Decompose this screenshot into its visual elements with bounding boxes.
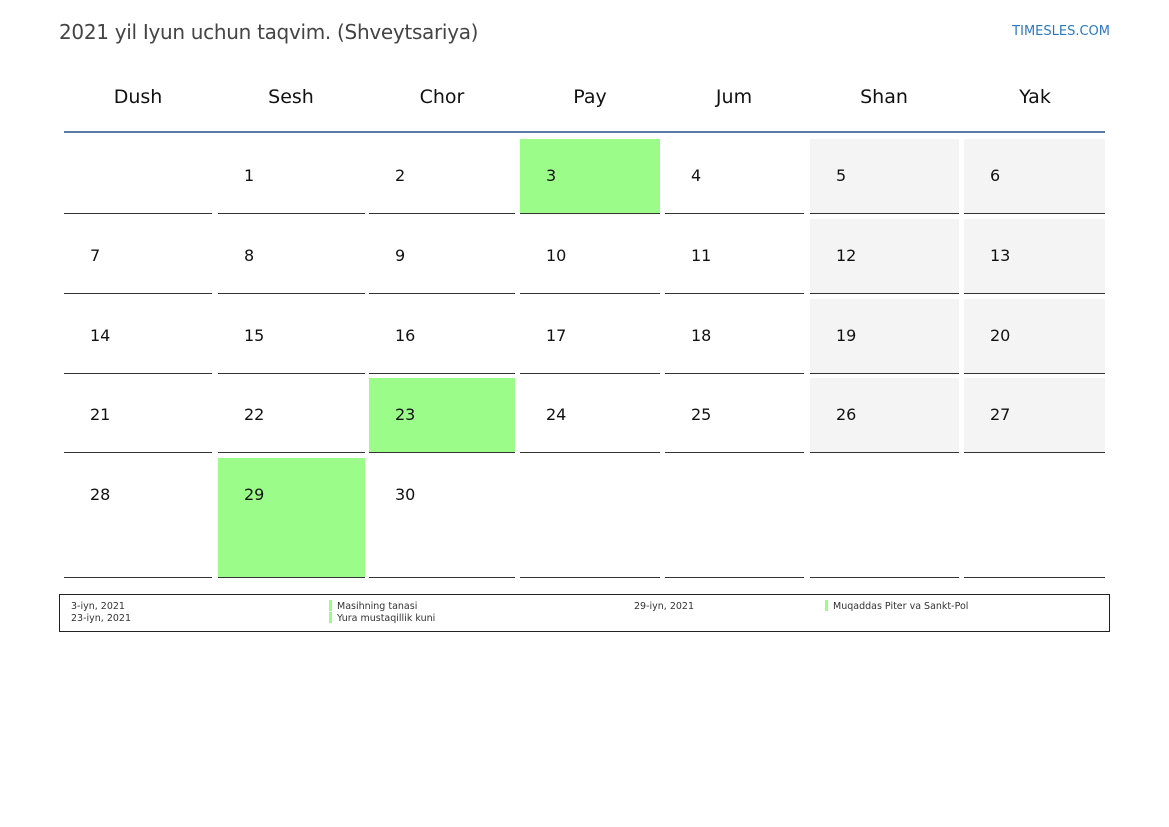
day-number: 10 xyxy=(546,246,567,265)
holiday-legend: 3-iyn, 2021 Masihning tanasi 23-iyn, 202… xyxy=(59,594,1110,632)
day-cell: 2 xyxy=(369,139,515,214)
weekday-header: Pay xyxy=(573,86,607,108)
legend-date: 23-iyn, 2021 xyxy=(71,613,132,624)
holiday-color-marker xyxy=(329,600,332,611)
day-number: 22 xyxy=(244,405,265,424)
day-cell: 13 xyxy=(964,219,1105,294)
legend-holiday: Muqaddas Piter va Sankt-Pol xyxy=(825,600,968,612)
brand-link[interactable]: TIMESLES.COM xyxy=(1012,24,1110,39)
weekday-header: Shan xyxy=(860,86,908,108)
day-number: 7 xyxy=(90,246,101,265)
day-cell: 15 xyxy=(218,299,365,374)
day-number: 20 xyxy=(990,326,1011,345)
legend-holiday-name: Muqaddas Piter va Sankt-Pol xyxy=(833,601,969,612)
day-cell: 9 xyxy=(369,219,515,294)
legend-holiday: Yura mustaqillik kuni xyxy=(329,612,435,624)
day-number: 16 xyxy=(395,326,416,345)
header-divider xyxy=(64,131,1105,133)
day-number: 29 xyxy=(244,485,265,504)
day-cell: 25 xyxy=(665,378,804,453)
day-number: 19 xyxy=(836,326,857,345)
day-number: 8 xyxy=(244,246,255,265)
day-cell: 29 xyxy=(218,458,365,578)
day-number: 27 xyxy=(990,405,1011,424)
day-cell: 7 xyxy=(64,219,212,294)
day-number: 9 xyxy=(395,246,406,265)
day-number: 3 xyxy=(546,166,557,185)
day-cell: 12 xyxy=(810,219,959,294)
day-number: 2 xyxy=(395,166,406,185)
weekday-header: Jum xyxy=(715,86,753,108)
day-number: 14 xyxy=(90,326,111,345)
day-cell: 21 xyxy=(64,378,212,453)
day-cell: 18 xyxy=(665,299,804,374)
empty-day-cell xyxy=(64,139,212,214)
empty-day-cell xyxy=(964,458,1105,578)
day-cell: 10 xyxy=(520,219,660,294)
day-cell: 5 xyxy=(810,139,959,214)
day-cell: 11 xyxy=(665,219,804,294)
day-cell: 22 xyxy=(218,378,365,453)
weekday-header: Dush xyxy=(113,86,163,108)
legend-holiday-name: Yura mustaqillik kuni xyxy=(337,613,436,624)
empty-day-cell xyxy=(665,458,804,578)
day-number: 4 xyxy=(691,166,702,185)
weekday-header: Sesh xyxy=(268,86,314,108)
legend-holiday: Masihning tanasi xyxy=(329,600,417,612)
day-cell: 17 xyxy=(520,299,660,374)
weekday-header: Chor xyxy=(419,86,465,108)
day-number: 24 xyxy=(546,405,567,424)
day-cell: 27 xyxy=(964,378,1105,453)
empty-day-cell xyxy=(520,458,660,578)
day-number: 18 xyxy=(691,326,712,345)
weekday-header: Yak xyxy=(1019,86,1051,108)
day-number: 28 xyxy=(90,485,111,504)
empty-day-cell xyxy=(810,458,959,578)
day-cell: 4 xyxy=(665,139,804,214)
day-number: 5 xyxy=(836,166,847,185)
day-cell: 24 xyxy=(520,378,660,453)
legend-date: 3-iyn, 2021 xyxy=(71,601,125,612)
day-number: 6 xyxy=(990,166,1001,185)
day-number: 23 xyxy=(395,405,416,424)
holiday-color-marker xyxy=(329,612,332,623)
day-number: 25 xyxy=(691,405,712,424)
day-number: 15 xyxy=(244,326,265,345)
day-number: 30 xyxy=(395,485,416,504)
day-cell: 19 xyxy=(810,299,959,374)
day-number: 26 xyxy=(836,405,857,424)
day-cell: 3 xyxy=(520,139,660,214)
day-cell: 26 xyxy=(810,378,959,453)
page-title: 2021 yil Iyun uchun taqvim. (Shveytsariy… xyxy=(59,20,479,44)
day-number: 21 xyxy=(90,405,111,424)
day-cell: 30 xyxy=(369,458,515,578)
day-number: 11 xyxy=(691,246,712,265)
day-number: 12 xyxy=(836,246,857,265)
legend-date: 29-iyn, 2021 xyxy=(634,601,695,612)
day-cell: 23 xyxy=(369,378,515,453)
day-cell: 14 xyxy=(64,299,212,374)
day-number: 1 xyxy=(244,166,255,185)
day-number: 17 xyxy=(546,326,567,345)
day-number: 13 xyxy=(990,246,1011,265)
day-cell: 8 xyxy=(218,219,365,294)
legend-holiday-name: Masihning tanasi xyxy=(337,601,418,612)
day-cell: 1 xyxy=(218,139,365,214)
holiday-color-marker xyxy=(825,600,828,611)
day-cell: 16 xyxy=(369,299,515,374)
day-cell: 28 xyxy=(64,458,212,578)
day-cell: 6 xyxy=(964,139,1105,214)
day-cell: 20 xyxy=(964,299,1105,374)
